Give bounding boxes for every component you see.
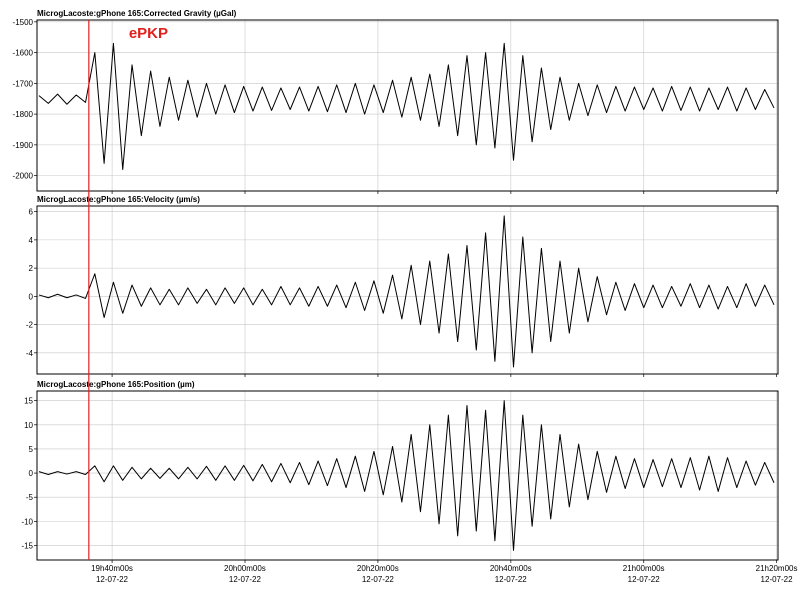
plot-frame xyxy=(36,390,779,561)
waveform xyxy=(38,215,775,368)
y-tick-label: -10 xyxy=(21,517,33,526)
plot-frame xyxy=(36,205,779,375)
y-tick-label: -1800 xyxy=(13,110,34,119)
y-tick-label: 4 xyxy=(29,236,34,245)
y-tick-label: 6 xyxy=(29,208,34,217)
y-tick-label: -2000 xyxy=(13,172,34,181)
x-tick-label: 21h00m00s 12-07-22 xyxy=(622,564,665,584)
x-tick-label: 19h40m00s 12-07-22 xyxy=(91,564,133,584)
y-tick-label: -1500 xyxy=(13,18,34,27)
plot-area xyxy=(37,20,778,191)
x-tick-label: 20h40m00s 12-07-22 xyxy=(489,564,532,584)
y-tick-label: 10 xyxy=(24,421,33,430)
x-tick-label: 20h00m00s 12-07-22 xyxy=(224,564,266,584)
y-tick-label: -4 xyxy=(26,349,34,358)
x-tick-label: 21h20m00s 12-07-22 xyxy=(755,564,798,584)
y-tick-label: -1700 xyxy=(13,79,34,88)
y-tick-label: 2 xyxy=(29,264,34,273)
y-tick-label: 0 xyxy=(29,469,34,478)
y-tick-label: -5 xyxy=(26,493,34,502)
plot-area xyxy=(37,391,778,560)
plot-frame xyxy=(36,19,779,192)
panel-title: MicrogLacoste:gPhone 165:Velocity (µm/s) xyxy=(37,195,200,204)
y-tick-label: 0 xyxy=(29,292,34,301)
panel-title: MicrogLacoste:gPhone 165:Position (µm) xyxy=(37,380,195,389)
phase-label: ePKP xyxy=(129,25,168,42)
y-tick-label: -15 xyxy=(21,542,33,551)
y-tick-label: -1900 xyxy=(13,141,34,150)
plot-area xyxy=(37,206,778,374)
x-tick-label: 20h20m00s 12-07-22 xyxy=(356,564,399,584)
y-tick-label: -2 xyxy=(26,321,34,330)
waveform xyxy=(38,400,775,551)
y-tick-label: -1600 xyxy=(13,49,34,58)
panel-title: MicrogLacoste:gPhone 165:Corrected Gravi… xyxy=(37,9,237,18)
y-tick-label: 5 xyxy=(29,445,34,454)
waveform xyxy=(38,42,775,170)
y-tick-label: 15 xyxy=(24,397,33,406)
